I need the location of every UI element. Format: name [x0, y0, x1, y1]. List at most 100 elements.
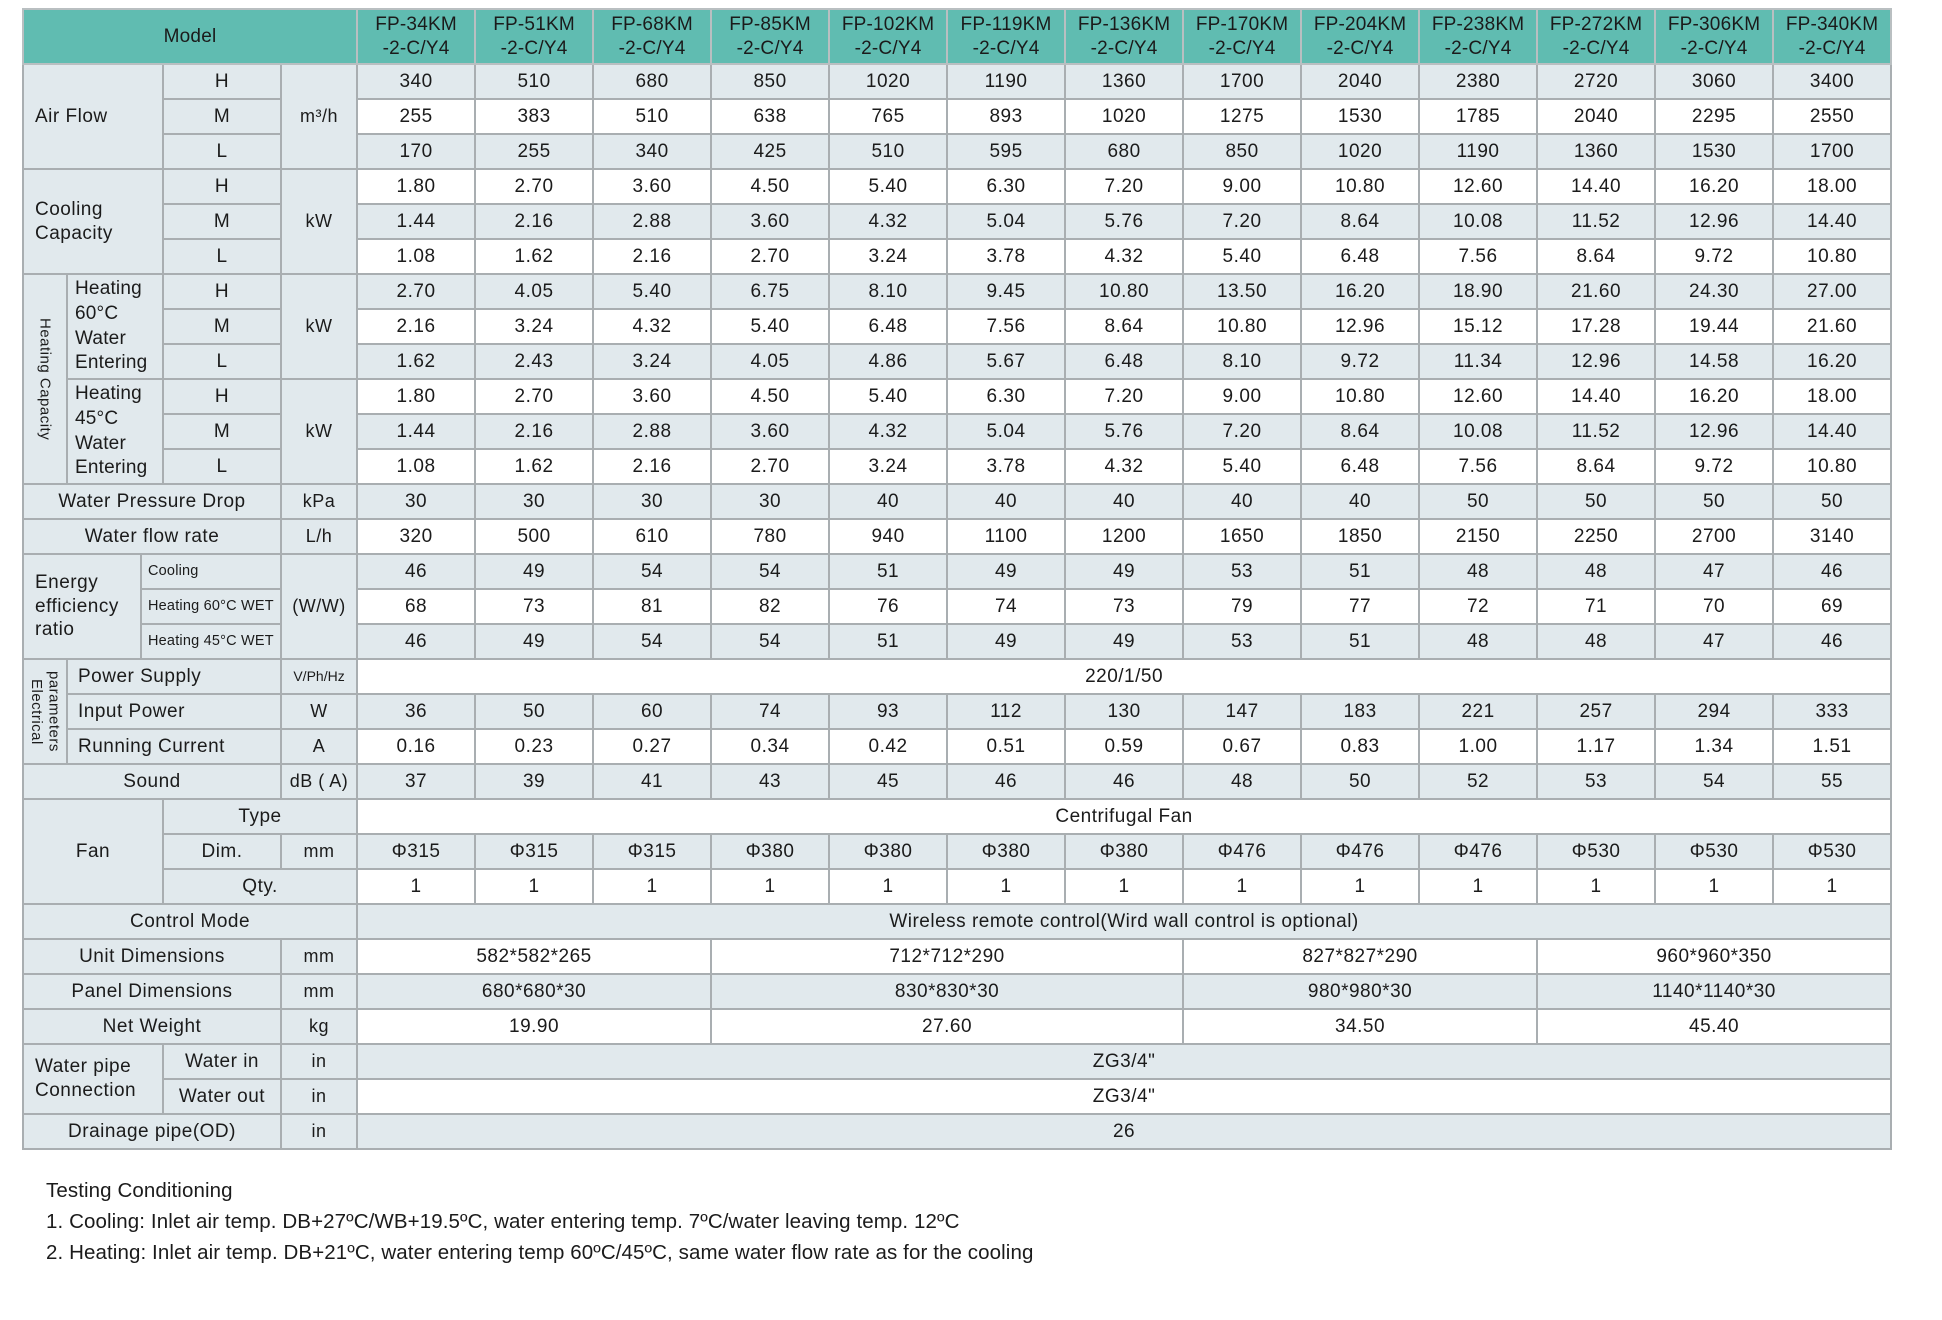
value-cell: Φ380 [828, 833, 949, 870]
value-cell: 2.88 [592, 413, 713, 450]
value-cell: 1.62 [356, 343, 477, 380]
value-cell: 12.96 [1654, 203, 1775, 240]
value-cell: 340 [356, 63, 477, 100]
unit-water-out: in [279, 1078, 359, 1115]
value-cell: 16.20 [1772, 343, 1893, 380]
value-fan-type: Centrifugal Fan [356, 798, 1893, 835]
row-label-cooling-capacity: Cooling Capacity [22, 168, 164, 275]
value-cell: 4.32 [828, 413, 949, 450]
unit-eer: (W/W) [279, 553, 359, 660]
speed-label-m: M [162, 308, 282, 345]
value-cell: 638 [710, 98, 831, 135]
unit-power-supply: V/Ph/Hz [279, 658, 359, 695]
table-row-heating45-l: L 1.08 1.62 2.16 2.70 3.24 3.78 4.32 5.40 6.48 7.… [23, 448, 1893, 485]
value-cell: Φ476 [1300, 833, 1421, 870]
value-cell: 0.51 [946, 728, 1067, 765]
value-cell: 1 [592, 868, 713, 905]
value-cell: 10.80 [1300, 168, 1421, 205]
value-cell: 333 [1772, 693, 1893, 730]
value-cell: 27.00 [1772, 273, 1893, 310]
value-cell: 5.04 [946, 203, 1067, 240]
table-row-heating60-h: Heating Capacity Heating 60°C Water Ente… [22, 273, 1893, 485]
unit-drainage: in [279, 1113, 359, 1150]
value-cell: 12.60 [1418, 168, 1539, 205]
row-label-input-power: Input Power [66, 693, 282, 730]
value-cell: 893 [946, 98, 1067, 135]
speed-label-m: M [162, 203, 282, 240]
value-cell: Φ315 [474, 833, 595, 870]
value-cell: 36 [356, 693, 477, 730]
model-header-cell: FP-204KM -2-C/Y4 [1300, 8, 1421, 65]
value-cell: 10.80 [1772, 448, 1893, 485]
value-unit-dim-group1: 582*582*265 [356, 938, 713, 975]
value-cell: 1 [828, 868, 949, 905]
value-cell: Φ476 [1182, 833, 1303, 870]
value-cell: 48 [1418, 553, 1539, 590]
value-cell: 1020 [1300, 133, 1421, 170]
value-cell: 1530 [1300, 98, 1421, 135]
value-cell: 1 [1536, 868, 1657, 905]
value-cell: 510 [474, 63, 595, 100]
value-unit-dim-group2: 712*712*290 [710, 938, 1185, 975]
value-cell: 49 [1064, 553, 1185, 590]
table-row-unit-dimensions: Unit Dimensions mm 582*582*265 712*712*2… [22, 938, 1893, 975]
value-cell: Φ380 [946, 833, 1067, 870]
value-cell: 2380 [1418, 63, 1539, 100]
model-header-cell: FP-238KM -2-C/Y4 [1418, 8, 1539, 65]
model-header-cell: FP-272KM -2-C/Y4 [1536, 8, 1657, 65]
value-cell: 0.27 [592, 728, 713, 765]
value-cell: 183 [1300, 693, 1421, 730]
value-panel-dim-group2: 830*830*30 [710, 973, 1185, 1010]
value-cell: 54 [710, 553, 831, 590]
value-cell: 50 [1772, 483, 1893, 520]
value-cell: 54 [592, 553, 713, 590]
value-cell: 3400 [1772, 63, 1893, 100]
table-row-eer-heating45: Heating 45°C WET 46 49 54 54 51 49 49 53 51 48 48 4… [23, 623, 1893, 660]
value-cell: 7.56 [1418, 448, 1539, 485]
row-label-fan-dim: Dim. [162, 833, 282, 870]
value-cell: 21.60 [1536, 273, 1657, 310]
value-cell: 294 [1654, 693, 1775, 730]
value-cell: 13.50 [1182, 273, 1303, 310]
value-cell: 49 [1064, 623, 1185, 660]
value-cell: 1.17 [1536, 728, 1657, 765]
footer-title: Testing Conditioning [46, 1179, 233, 1202]
value-cell: 1 [1772, 868, 1893, 905]
value-cell: 12.60 [1418, 378, 1539, 415]
value-cell: 3.78 [946, 448, 1067, 485]
value-cell: 595 [946, 133, 1067, 170]
value-panel-dim-group1: 680*680*30 [356, 973, 713, 1010]
row-label-heating-capacity: Heating Capacity [22, 273, 68, 485]
value-cell: 74 [710, 693, 831, 730]
value-cell: 49 [474, 553, 595, 590]
value-cell: 50 [1300, 763, 1421, 800]
value-cell: 16.20 [1654, 378, 1775, 415]
value-cell: Φ380 [1064, 833, 1185, 870]
value-cell: 19.44 [1654, 308, 1775, 345]
value-cell: 12.96 [1654, 413, 1775, 450]
row-label-water-pipe-connection: Water pipe Connection [22, 1043, 164, 1115]
value-cell: 2.70 [356, 273, 477, 310]
speed-label-l: L [162, 238, 282, 275]
value-cell: 10.80 [1182, 308, 1303, 345]
table-row-water-pressure-drop: Water Pressure Drop kPa 30 30 30 30 40 40 40 40… [22, 483, 1893, 520]
value-cell: 850 [710, 63, 831, 100]
unit-fan-dim: mm [279, 833, 359, 870]
value-cell: 3.60 [592, 168, 713, 205]
value-cell: 257 [1536, 693, 1657, 730]
speed-label-m: M [162, 98, 282, 135]
value-cell: 73 [474, 588, 595, 625]
value-cell: 5.40 [1182, 448, 1303, 485]
value-cell: 510 [828, 133, 949, 170]
value-cell: 780 [710, 518, 831, 555]
table-row-input-power: Input Power W 36 50 60 74 93 112 130 147 183 221 2… [23, 693, 1893, 730]
table-row-airflow-h: Air Flow H m³/h 340 510 680 850 1020 1190 1360… [22, 63, 1893, 170]
value-cell: 1.44 [356, 413, 477, 450]
table-row-sound: Sound dB ( A) 37 39 41 43 45 46 46 48 50 52 53 54 55 [22, 763, 1893, 800]
value-cell: 8.64 [1300, 203, 1421, 240]
unit-panel-dimensions: mm [279, 973, 359, 1010]
row-label-power-supply: Power Supply [66, 658, 282, 695]
value-cell: 1.51 [1772, 728, 1893, 765]
value-cell: Φ530 [1654, 833, 1775, 870]
